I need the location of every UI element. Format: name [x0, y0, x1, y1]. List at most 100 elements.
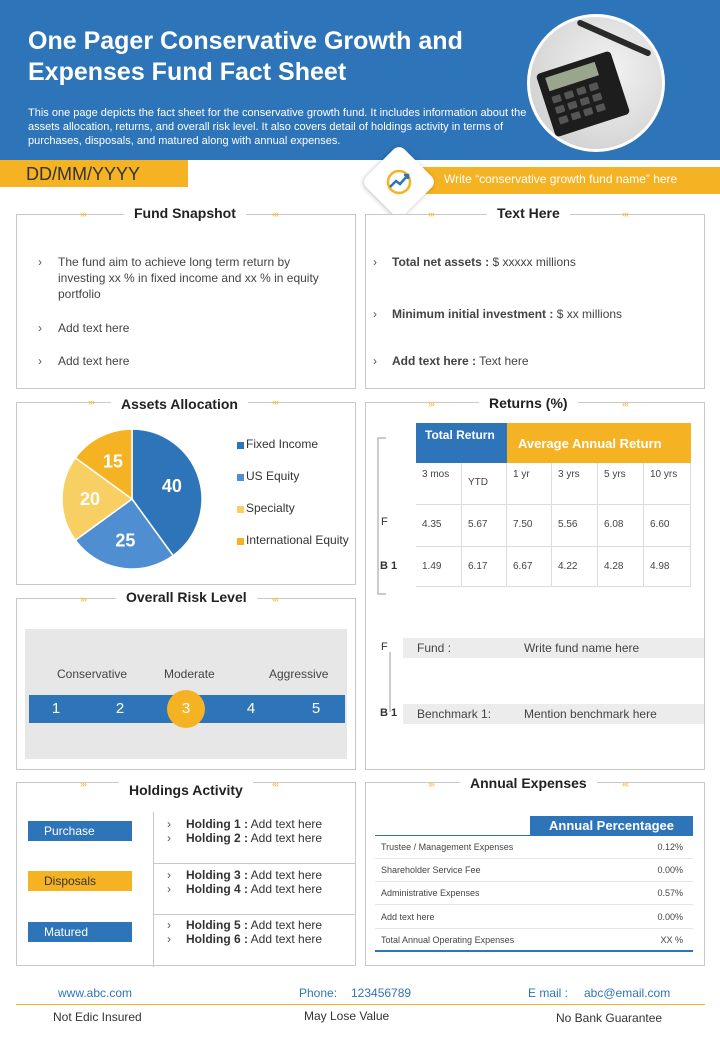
expense-row-total: Total Annual Operating Expenses XX % [375, 929, 693, 952]
deco-arrows-left: ››› [80, 209, 87, 219]
footer-phone[interactable]: 123456789 [351, 986, 412, 1000]
holding-line-1: Holding 1 : Add text here [186, 817, 323, 831]
returns-column-header: 10 yrs [644, 463, 691, 505]
fund-key-label: Fund : [417, 641, 452, 655]
bullet-chevron-icon: › [38, 255, 42, 269]
bullet-chevron-icon: › [373, 354, 377, 368]
returns-cell: 6.17 [462, 547, 507, 587]
snapshot-item-3: Add text here [58, 354, 130, 368]
legend-label: International Equity [246, 533, 349, 547]
text-here-title: Text Here [487, 205, 570, 221]
deco-arrows-right: ‹‹‹ [272, 594, 279, 604]
legend-swatch [237, 538, 244, 545]
returns-cell: 1.49 [416, 547, 462, 587]
deco-arrows-right: ‹‹‹ [622, 779, 629, 789]
returns-cell: 6.08 [598, 505, 644, 547]
deco-arrows-right: ‹‹‹ [622, 209, 629, 219]
returns-column-header: YTD [462, 463, 507, 505]
total-return-header: Total Return [416, 423, 507, 463]
expense-row: Add text here 0.00% [375, 906, 693, 929]
deco-arrows-left: ››› [428, 399, 435, 409]
expense-row: Administrative Expenses 0.57% [375, 882, 693, 905]
footer-note-3: No Bank Guarantee [556, 1011, 663, 1025]
returns-cell: 5.56 [552, 505, 598, 547]
footer-email-label: E mail : [528, 986, 569, 1000]
holdings-divider [153, 863, 356, 864]
bullet-chevron-icon: › [167, 817, 171, 831]
text-here-item-3: Add text here : Text here [392, 354, 529, 368]
benchmark-key-value: Mention benchmark here [524, 707, 657, 721]
holding-line-5: Holding 5 : Add text here [186, 918, 323, 932]
returns-cell: 5.67 [462, 505, 507, 547]
fund-name-band [423, 167, 720, 194]
risk-level-3: 3 [181, 700, 191, 717]
footer-email[interactable]: abc@email.com [584, 986, 671, 1000]
date-text: DD/MM/YYYY [26, 164, 141, 184]
risk-level-1: 1 [51, 700, 61, 717]
deco-arrows-right: ‹‹‹ [622, 399, 629, 409]
disposals-label: Disposals [28, 871, 132, 891]
deco-arrows-left: ››› [88, 397, 95, 407]
row-label-fund: F [381, 516, 388, 528]
bullet-chevron-icon: › [373, 255, 377, 269]
annual-expenses-panel [365, 782, 705, 966]
assets-allocation-title: Assets Allocation [111, 396, 248, 412]
returns-column-header: 5 yrs [598, 463, 644, 505]
date-band [0, 160, 188, 187]
deco-arrows-left: ››› [80, 779, 87, 789]
page-description: This one page depicts the fact sheet for… [28, 107, 527, 147]
pie-slice-international-equity [74, 428, 133, 501]
risk-level-5: 5 [311, 700, 321, 717]
bullet-chevron-icon: › [167, 882, 171, 896]
deco-arrows-left: ››› [428, 209, 435, 219]
footer-note-1: Not Edic Insured [53, 1010, 142, 1024]
returns-cell: 4.22 [552, 547, 598, 587]
bullet-chevron-icon: › [38, 354, 42, 368]
text-here-item-2: Minimum initial investment : $ xx millio… [392, 307, 623, 321]
risk-level-4: 4 [246, 700, 256, 717]
returns-cell: 4.28 [598, 547, 644, 587]
pie-value-label: 20 [80, 489, 100, 509]
holding-line-6: Holding 6 : Add text here [186, 932, 323, 946]
returns-cell: 4.98 [644, 547, 691, 587]
risk-selected-marker [167, 690, 205, 728]
pie-value-label: 15 [103, 452, 123, 472]
legend-label: US Equity [246, 469, 300, 483]
legend-swatch [237, 506, 244, 513]
expense-row: Trustee / Management Expenses 0.12% [375, 836, 693, 859]
footer-note-2: May Lose Value [304, 1009, 390, 1023]
legend-swatch [237, 442, 244, 449]
pie-value-label: 40 [162, 476, 182, 496]
footer-rule [16, 1004, 705, 1005]
text-here-item-1: Total net assets : $ xxxxx millions [392, 255, 576, 269]
deco-arrows-right: ‹‹‹ [272, 779, 279, 789]
key-bracket [389, 652, 391, 712]
returns-column-header: 3 yrs [552, 463, 598, 505]
holdings-divider [153, 812, 154, 967]
holdings-title: Holdings Activity [119, 782, 253, 798]
snapshot-item-2: Add text here [58, 321, 130, 335]
returns-column-header: 1 yr [507, 463, 552, 505]
bullet-chevron-icon: › [167, 868, 171, 882]
purchase-label: Purchase [28, 821, 132, 841]
deco-arrows-right: ‹‹‹ [272, 397, 279, 407]
returns-cell: 7.50 [507, 505, 552, 547]
benchmark-key-row [403, 704, 704, 724]
returns-bracket [377, 437, 386, 595]
bullet-chevron-icon: › [167, 918, 171, 932]
deco-arrows-left: ››› [428, 779, 435, 789]
benchmark-key-label: Benchmark 1: [417, 707, 492, 721]
page-title: One Pager Conservative Growth and Expens… [28, 27, 463, 86]
holding-line-3: Holding 3 : Add text here [186, 868, 323, 882]
snapshot-item-1: The fund aim to achieve long term return… [58, 255, 319, 301]
holding-line-4: Holding 4 : Add text here [186, 882, 323, 896]
fund-key-value: Write fund name here [524, 641, 640, 655]
returns-cell: 6.60 [644, 505, 691, 547]
returns-column-header: 3 mos [416, 463, 462, 505]
row-label-benchmark: B 1 [380, 560, 398, 572]
footer-website[interactable]: www.abc.com [58, 986, 133, 1000]
risk-label-aggressive: Aggressive [269, 667, 329, 681]
avg-annual-return-header: Average Annual Return [507, 423, 691, 463]
key-fund-letter: F [381, 641, 388, 653]
